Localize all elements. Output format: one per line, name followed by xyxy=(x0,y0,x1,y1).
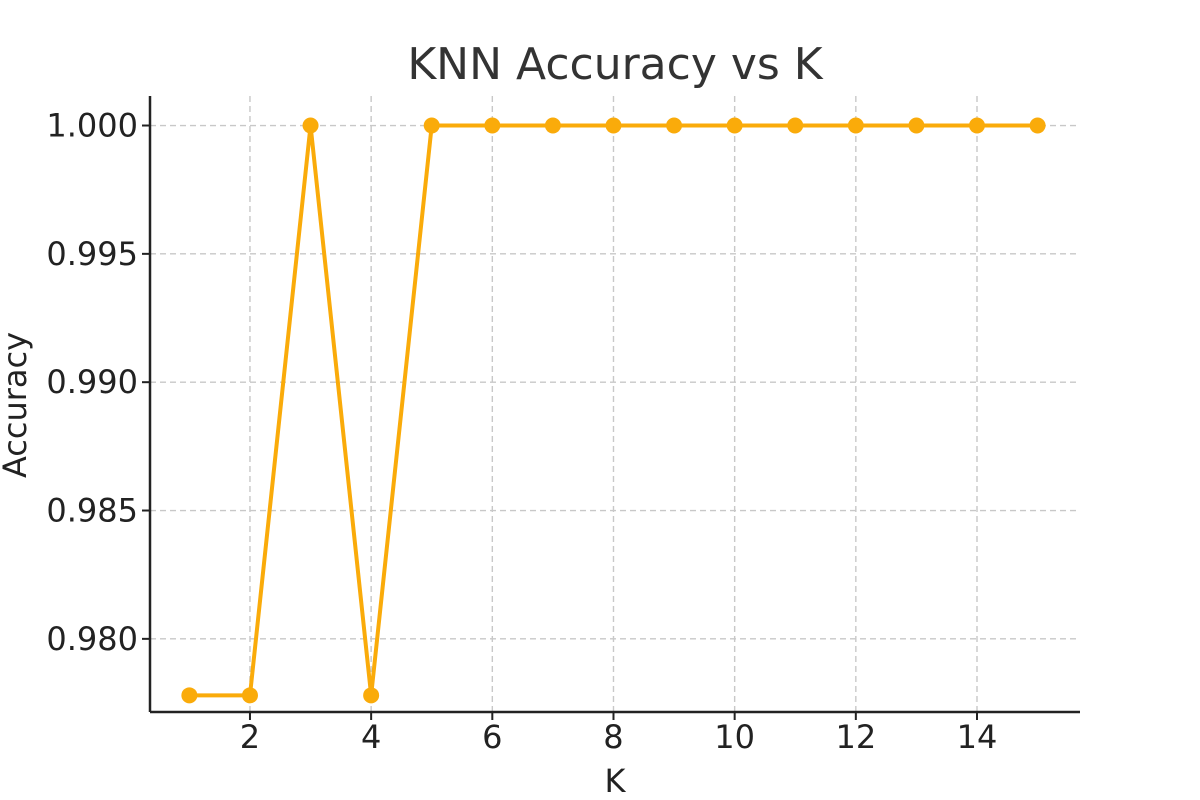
chart-title: KNN Accuracy vs K xyxy=(407,39,823,90)
accuracy-data-point xyxy=(787,117,804,134)
accuracy-data-point xyxy=(666,117,683,134)
accuracy-data-point xyxy=(969,117,985,134)
accuracy-data-point xyxy=(181,687,198,704)
y-tick-label: 0.985 xyxy=(46,492,138,530)
ticks-layer: 2 4 6 8 10 12 14 0.980 0.985 0.990 0.995 1.000 xyxy=(46,107,997,756)
x-tick-label: 8 xyxy=(603,718,623,756)
accuracy-data-point xyxy=(484,117,501,134)
y-tick-label: 0.990 xyxy=(46,363,138,401)
x-tick-label: 4 xyxy=(361,718,381,756)
x-tick-label: 10 xyxy=(714,718,755,756)
x-tick-label: 14 xyxy=(957,718,998,756)
x-tick-label: 12 xyxy=(835,718,876,756)
accuracy-data-point xyxy=(847,117,864,134)
x-tick-label: 2 xyxy=(240,718,260,756)
accuracy-data-point xyxy=(423,117,440,134)
grid-layer xyxy=(150,96,1080,712)
series-layer xyxy=(181,117,1046,704)
y-tick-label: 1.000 xyxy=(46,107,138,145)
accuracy-data-point xyxy=(726,117,743,134)
accuracy-data-point xyxy=(302,117,319,134)
y-axis-label: Accuracy xyxy=(0,332,34,478)
y-tick-label: 0.995 xyxy=(46,235,138,273)
accuracy-data-point xyxy=(544,117,561,134)
y-tick-label: 0.980 xyxy=(46,620,138,658)
x-tick-label: 6 xyxy=(482,718,502,756)
x-axis-label: K xyxy=(605,762,627,800)
accuracy-data-point xyxy=(908,117,925,134)
axes-layer xyxy=(148,96,1080,714)
accuracy-data-point xyxy=(241,687,258,704)
accuracy-data-point xyxy=(363,687,380,704)
accuracy-data-point xyxy=(605,117,622,134)
accuracy-data-point xyxy=(1029,117,1046,134)
